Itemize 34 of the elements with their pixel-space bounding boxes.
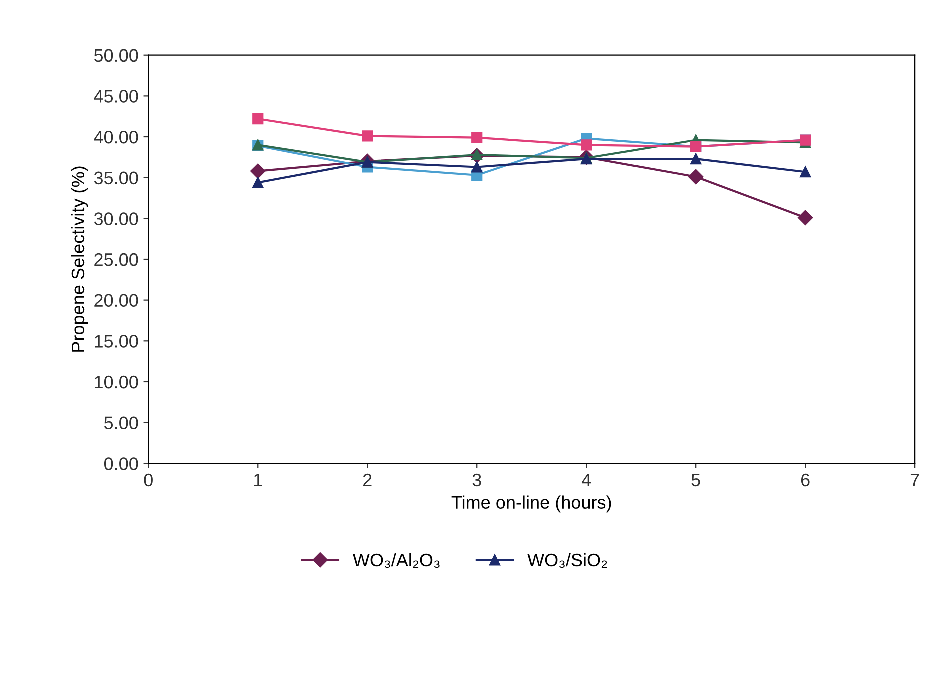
x-tick-label: 5	[692, 474, 700, 487]
point	[472, 162, 483, 173]
y-tick-label: 35.00	[94, 172, 138, 185]
point	[690, 154, 702, 165]
point	[252, 177, 264, 188]
y-tick-label: 20.00	[94, 294, 138, 308]
x-tick-label: 2	[364, 474, 372, 486]
point	[581, 140, 592, 151]
y-tick-label: 50.00	[94, 49, 138, 62]
point	[800, 166, 812, 178]
legend-label: WO₃/Al₂O₃	[352, 553, 440, 568]
y-tick-label: 45.00	[94, 90, 138, 103]
y-tick-label: 40.00	[94, 130, 138, 144]
x-tick-label: 7	[910, 474, 920, 486]
point	[362, 130, 374, 142]
x-tick-label: 1	[254, 474, 262, 486]
x-tick-label: 6	[801, 474, 810, 487]
legend-label: WO₃/SiO₂	[528, 553, 608, 568]
y-tick-label: 15.00	[95, 335, 138, 348]
x-tick-label: 4	[582, 474, 592, 486]
point	[252, 113, 264, 125]
point	[688, 169, 704, 185]
x-tick-label: 0	[144, 474, 153, 487]
point	[472, 132, 483, 144]
point	[798, 210, 814, 226]
x-tick-label: 3	[472, 474, 482, 487]
y-tick-label: 0.00	[104, 458, 138, 470]
y-axis-title: Propene Selectivity (%)	[71, 166, 88, 352]
point	[250, 164, 266, 179]
y-tick-label: 30.00	[94, 212, 138, 226]
y-tick-label: 5.00	[104, 416, 138, 430]
y-tick-label: 10.00	[95, 376, 138, 389]
y-tick-label: 25.00	[94, 253, 138, 266]
x-axis-title: Time on-line (hours)	[452, 496, 612, 513]
